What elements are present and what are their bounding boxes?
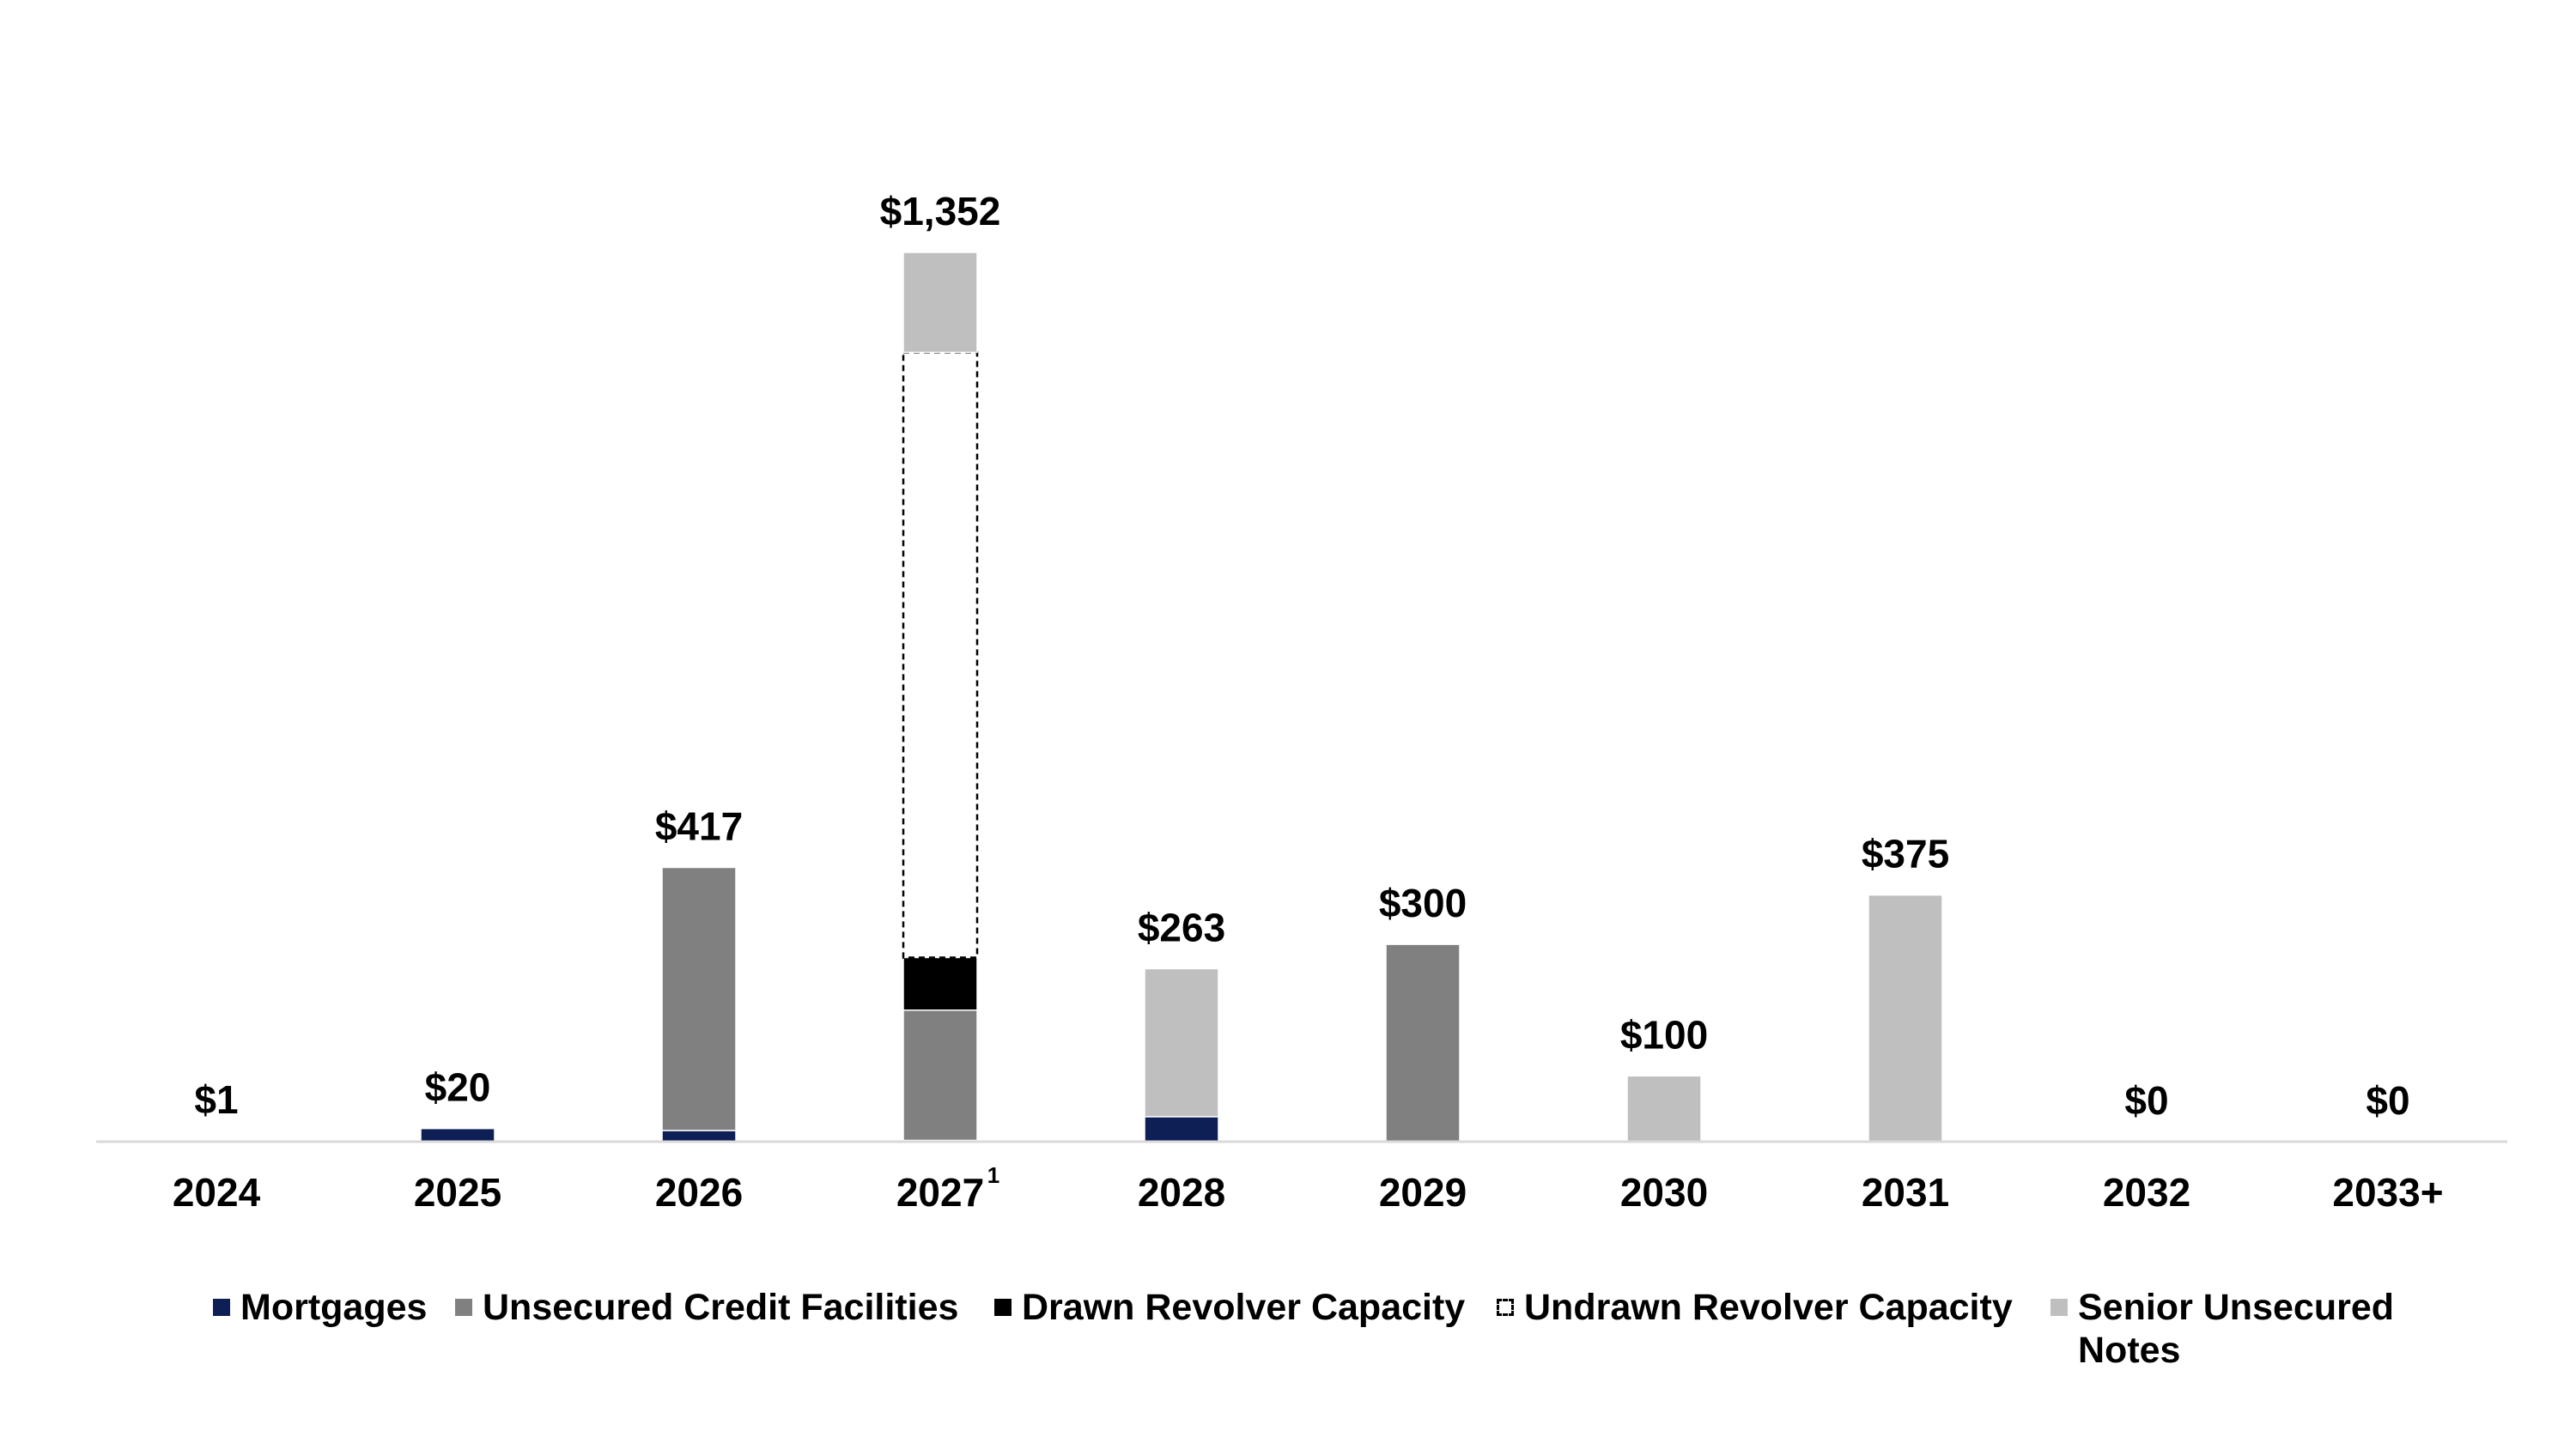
- bar-mortgages-2028: [1144, 1116, 1219, 1143]
- x-tick-labels: 2024 2025 2026 2027 1 2028 2029 2030 2031 2032 203…: [173, 1162, 2444, 1215]
- x-tick-2029: 2029: [1379, 1170, 1467, 1215]
- legend: Mortgages Unsecured Credit Facilities Dr…: [213, 1286, 2445, 1389]
- total-label-2029: $300: [1379, 881, 1467, 925]
- bar-drawn-revolver-capacity-2027: [902, 956, 978, 1011]
- legend-swatch-senior-unsecured-notes: [2050, 1299, 2068, 1316]
- total-label-2028: $263: [1138, 905, 1225, 949]
- legend-label-drawn-revolver-capacity: Drawn Revolver Capacity: [1022, 1287, 1466, 1328]
- x-tick-2030: 2030: [1620, 1170, 1708, 1215]
- bar-unsecured-credit-facilities-2029: [1385, 943, 1461, 1143]
- total-label-2032: $0: [2124, 1078, 2168, 1123]
- x-tick-2027: 2027: [896, 1170, 984, 1215]
- x-tick-2033: 2033+: [2332, 1170, 2443, 1215]
- bar-senior-unsecured-notes-2028: [1144, 967, 1219, 1118]
- x-tick-2024: 2024: [173, 1170, 261, 1215]
- x-tick-2026: 2026: [655, 1170, 743, 1215]
- bar-unsecured-credit-facilities-2026: [661, 866, 737, 1131]
- legend-label-undrawn-revolver-capacity: Undrawn Revolver Capacity: [1524, 1287, 2013, 1328]
- bar-undrawn-revolver-capacity-2027: [902, 351, 979, 959]
- bar-senior-unsecured-notes-2031: [1868, 894, 1943, 1143]
- total-label-2030: $100: [1620, 1012, 1708, 1057]
- legend-label-senior-unsecured-notes: Senior Unsecured Notes: [2078, 1287, 2394, 1371]
- legend-swatch-drawn-revolver-capacity: [994, 1299, 1012, 1316]
- x-tick-footnote-2027: 1: [987, 1162, 999, 1188]
- x-tick-2032: 2032: [2103, 1170, 2190, 1215]
- bar-layer: [179, 252, 1943, 1143]
- total-label-2027: $1,352: [880, 189, 1001, 233]
- total-label-2031: $375: [1862, 832, 1949, 876]
- total-labels: $1 $20 $417 $1,352 $263 $300 $100 $375 $0 $0: [194, 189, 2409, 1123]
- legend-item-drawn-revolver-capacity: Drawn Revolver Capacity: [994, 1286, 1465, 1329]
- bar-senior-unsecured-notes-2027: [902, 252, 978, 354]
- legend-label-unsecured-credit-facilities: Unsecured Credit Facilities: [483, 1287, 959, 1328]
- legend-swatch-undrawn-revolver-capacity: [1497, 1299, 1514, 1316]
- legend-item-senior-unsecured-notes: Senior Unsecured Notes: [2050, 1286, 2394, 1372]
- bar-unsecured-credit-facilities-2027: [902, 1009, 978, 1142]
- total-label-2025: $20: [425, 1065, 491, 1110]
- x-tick-2031: 2031: [1862, 1170, 1949, 1215]
- legend-item-undrawn-revolver-capacity: Undrawn Revolver Capacity: [1497, 1286, 2013, 1329]
- total-label-2033: $0: [2366, 1078, 2409, 1123]
- total-label-2024: $1: [194, 1077, 238, 1122]
- x-tick-2028: 2028: [1138, 1170, 1225, 1215]
- bar-senior-unsecured-notes-2030: [1626, 1075, 1702, 1143]
- legend-item-mortgages: Mortgages: [213, 1286, 427, 1329]
- legend-swatch-unsecured-credit-facilities: [455, 1299, 472, 1316]
- x-tick-2025: 2025: [414, 1170, 501, 1215]
- legend-item-unsecured-credit-facilities: Unsecured Credit Facilities: [455, 1286, 958, 1329]
- bar-mortgages-2025: [420, 1127, 495, 1143]
- total-label-2026: $417: [655, 803, 743, 848]
- legend-label-mortgages: Mortgages: [240, 1287, 428, 1328]
- legend-swatch-mortgages: [213, 1299, 230, 1316]
- bar-mortgages-2026: [661, 1130, 737, 1143]
